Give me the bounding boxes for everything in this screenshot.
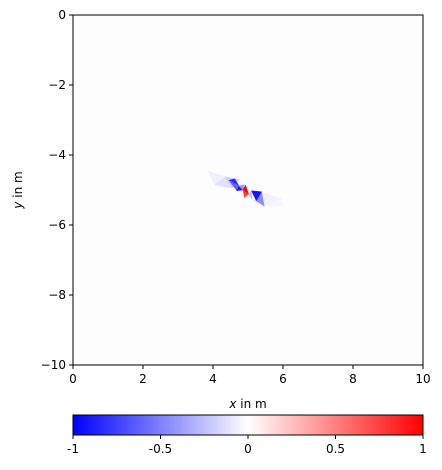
x-tick-label: 2	[139, 372, 147, 386]
plot-frame	[72, 14, 424, 366]
x-tick-label: 0	[69, 372, 77, 386]
mesh-layer	[207, 170, 284, 208]
y-axis-label: y in m	[11, 171, 25, 209]
x-tick-label: 6	[279, 372, 287, 386]
mesh-triangle	[252, 199, 265, 207]
x-tick-label: 4	[209, 372, 217, 386]
x-tick-label: 8	[349, 372, 357, 386]
mesh-triangle	[238, 184, 245, 191]
colorbar-tick-label: -0.5	[149, 442, 172, 456]
colorbar	[72, 414, 424, 436]
colorbar-tick-label: -1	[67, 442, 79, 456]
mesh-triangle	[242, 189, 250, 199]
y-tick-label: −10	[41, 358, 66, 372]
mesh-triangle	[248, 190, 253, 200]
colorbar-ticks: -1 -0.5 0 0.5 1	[67, 435, 427, 456]
x-tick-label: 10	[415, 372, 430, 386]
colorbar-tick-label: 1	[419, 442, 427, 456]
y-tick-label: −2	[48, 78, 66, 92]
x-axis-label: x in m	[228, 397, 266, 411]
y-tick-label: −6	[48, 218, 66, 232]
plot-area	[73, 15, 423, 365]
mesh-triangle	[264, 198, 284, 207]
y-axis: 0 −2 −4 −6 −8 −10	[41, 8, 73, 372]
colorbar-tick-label: 0	[244, 442, 252, 456]
x-axis: 0 2 4 6 8 10	[69, 365, 431, 386]
y-tick-label: −8	[48, 288, 66, 302]
colorbar-tick-label: 0.5	[326, 442, 345, 456]
y-tick-label: 0	[58, 8, 66, 22]
y-tick-label: −4	[48, 148, 66, 162]
